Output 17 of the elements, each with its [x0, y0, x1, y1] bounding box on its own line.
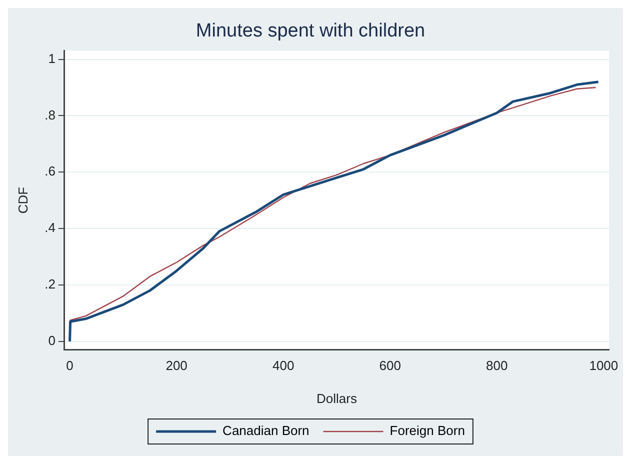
y-tick-label: .2 [44, 276, 56, 292]
x-tick-label: 400 [272, 358, 294, 374]
x-tick-label: 200 [166, 358, 188, 374]
legend-label: Foreign Born [390, 423, 465, 438]
legend-label: Canadian Born [222, 423, 310, 438]
y-tick-label: .4 [44, 220, 56, 236]
y-axis-title: CDF [15, 186, 30, 214]
y-tick-label: 0 [48, 332, 56, 348]
y-tick-label: .6 [44, 164, 56, 179]
x-tick-label: 0 [66, 358, 74, 374]
x-tick-label: 600 [379, 358, 401, 374]
x-tick-label: 800 [486, 358, 508, 374]
y-tick-label: 1 [48, 50, 56, 66]
x-axis-title: Dollars [316, 390, 358, 406]
y-tick-label: .8 [44, 107, 56, 122]
x-tick-label: 1000 [589, 358, 618, 374]
chart-title: Minutes spent with children [196, 20, 426, 42]
